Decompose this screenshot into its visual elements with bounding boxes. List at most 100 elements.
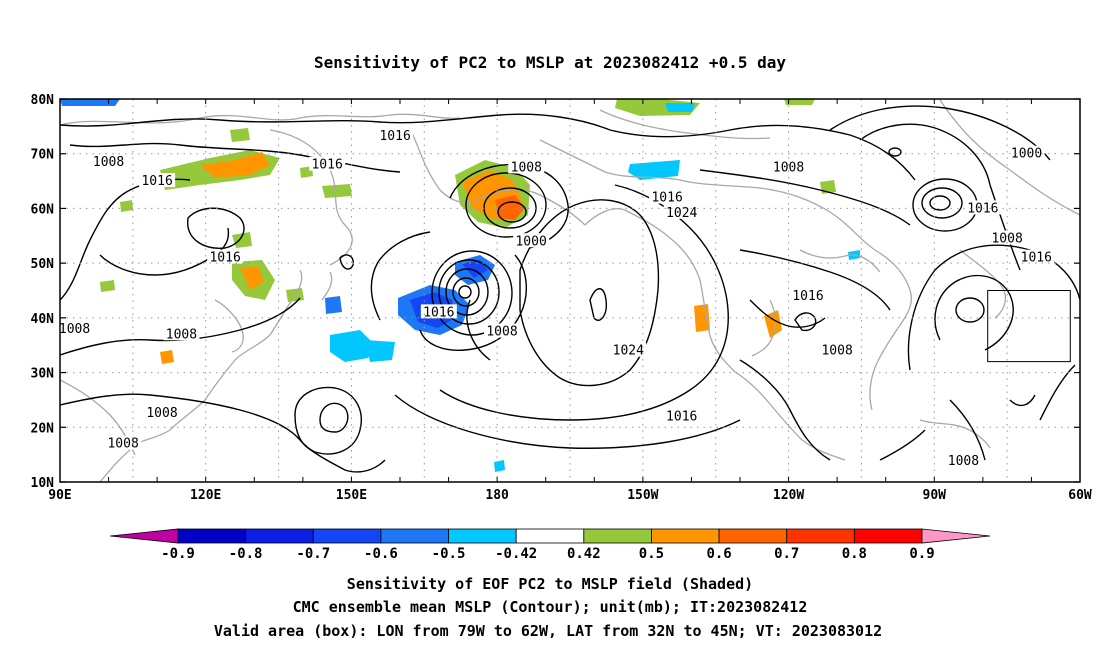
colorbar-label: 0.5	[639, 546, 664, 562]
colorbar-box	[718, 528, 788, 544]
colorbar-label: 0.9	[909, 546, 934, 562]
colorbar-over	[921, 528, 991, 544]
contour-label-bg	[964, 200, 1001, 215]
contour-label-bg	[1018, 249, 1055, 264]
contour-label: 1016	[141, 174, 172, 189]
contour-label-bg	[377, 128, 414, 143]
contour-label-bg	[60, 320, 93, 335]
valid-area-box	[987, 290, 1071, 363]
contour-label-bg	[790, 287, 826, 302]
colorbar-box	[651, 528, 720, 544]
contour-label: 1016	[379, 129, 410, 144]
contour-label-bg	[144, 405, 180, 420]
contour-label-bg	[163, 326, 200, 341]
contour-label-bg	[513, 233, 550, 248]
lon-tick-label: 150E	[336, 488, 367, 503]
lon-tick-label: 180	[485, 488, 509, 503]
lat-tick-label: 60N	[31, 202, 55, 217]
contour-label: 1016	[792, 289, 823, 304]
contour-label-bg	[1008, 145, 1045, 160]
contour-labels: 1016 1016 1016 1016 1016 1016 1016 1016 1016 1016…	[59, 128, 1100, 469]
colorbar-box	[786, 528, 855, 544]
colorbar-under	[109, 528, 179, 544]
contour-label: 1008	[146, 406, 177, 421]
mslp-contours	[60, 105, 1080, 473]
lat-tick-label: 70N	[31, 148, 55, 163]
colorbar-box	[380, 528, 449, 544]
lon-tick-label: 120W	[773, 488, 804, 503]
colorbar-label: -0.5	[432, 546, 466, 562]
contour-label-bg	[207, 249, 244, 264]
colorbar-label: 0.42	[567, 546, 601, 562]
contour-label: 1008	[59, 322, 90, 337]
lat-tick-label: 40N	[31, 312, 55, 327]
lon-tick-label: 150W	[627, 488, 658, 503]
contour-label-bg	[819, 342, 856, 357]
lat-tick-label: 10N	[31, 476, 55, 491]
contour-label: 1024	[666, 206, 697, 221]
contour-label: 1008	[821, 344, 852, 359]
colorbar-box	[448, 528, 517, 544]
colorbar-label: -0.7	[296, 546, 330, 562]
contour-label: 1016	[423, 305, 454, 320]
colorbar-box	[312, 528, 382, 544]
contour-label-bg	[309, 156, 346, 171]
contour-label: 1000	[1011, 147, 1042, 162]
contour-label: 1008	[948, 454, 979, 469]
lon-tick-label: 60W	[1068, 488, 1092, 503]
contour-label: 1016	[311, 158, 342, 173]
contour-label-bg	[989, 230, 1026, 245]
contour-label: 1008	[107, 437, 138, 452]
footer-line-1: Sensitivity of EOF PC2 to MSLP field (Sh…	[347, 575, 753, 593]
contour-label-bg	[105, 435, 142, 450]
colorbar-label: -0.42	[495, 546, 537, 562]
lat-tick-label: 20N	[31, 421, 55, 436]
footer-line-3: Valid area (box): LON from 79W to 62W, L…	[214, 622, 882, 640]
contour-label: 1008	[166, 327, 197, 342]
contour-label: 1024	[613, 344, 644, 359]
contour-label: 1016	[967, 201, 998, 216]
colorbar-label: 0.8	[842, 546, 867, 562]
colorbar-label: 0.7	[774, 546, 799, 562]
contour-label: 1008	[93, 155, 124, 170]
contour-label-bg	[508, 159, 545, 174]
contour-label-bg	[139, 173, 176, 188]
contour-label-bg	[945, 453, 982, 468]
colorbar-label: -0.9	[161, 546, 195, 562]
colorbar-label: 0.6	[706, 546, 731, 562]
contour-label: 1016	[1089, 273, 1100, 288]
colorbar-box	[515, 528, 585, 544]
contour-label: 1008	[991, 232, 1022, 247]
map-title: Sensitivity of PC2 to MSLP at 2023082412…	[314, 53, 786, 72]
contour-label: 1016	[209, 251, 240, 266]
contour-label: 1016	[651, 190, 682, 205]
contour-label-bg	[610, 342, 647, 357]
colorbar-label: -0.6	[364, 546, 398, 562]
colorbar: -0.9 -0.8 -0.7 -0.6 -0.5 -0.42 0.42 0.5 0.6 0.7 0.…	[109, 528, 991, 562]
contour-label-bg	[663, 408, 700, 423]
map-panel: 1016 1016 1016 1016 1016 1016 1016 1016 1016 1016…	[31, 93, 1100, 503]
lon-tick-label: 120E	[190, 488, 221, 503]
contour-label: 1000	[515, 234, 546, 249]
contour-label-bg	[649, 189, 686, 204]
colorbar-box	[853, 528, 923, 544]
contour-label: 1016	[1021, 251, 1052, 266]
contour-label-bg	[1086, 272, 1100, 286]
contour-label-bg	[484, 323, 520, 338]
footer-line-2: CMC ensemble mean MSLP (Contour); unit(m…	[293, 598, 808, 616]
colorbar-box	[245, 528, 314, 544]
lon-tick-label: 90E	[48, 488, 71, 503]
contour-label: 1016	[666, 409, 697, 424]
contour-label-bg	[770, 159, 807, 174]
lon-tick-label: 90W	[923, 488, 947, 503]
lat-tick-label: 80N	[31, 93, 55, 108]
lat-tick-label: 30N	[31, 367, 55, 382]
gridlines	[60, 99, 1080, 482]
contour-label: 1008	[511, 160, 542, 175]
latitude-axis: 80N 70N 60N 50N 40N 30N 20N 10N	[31, 93, 1080, 491]
colorbar-box	[177, 528, 247, 544]
contour-label: 1008	[773, 160, 804, 175]
contour-label-bg	[90, 153, 127, 168]
lat-tick-label: 50N	[31, 257, 55, 272]
